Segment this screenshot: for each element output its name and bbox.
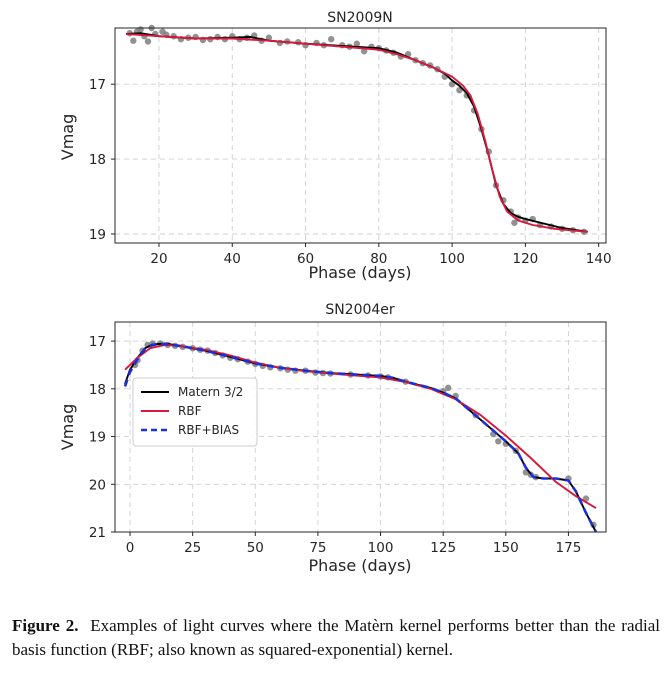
y-tick-label: 17 bbox=[89, 77, 106, 93]
x-tick-labels: 0 25 50 75 100 125 150 175 bbox=[126, 540, 582, 556]
series-line-rbf-bias bbox=[123, 342, 598, 533]
figure-caption: Figure 2. Examples of light curves where… bbox=[12, 614, 660, 662]
data-point bbox=[327, 36, 335, 43]
y-tick-label: 20 bbox=[89, 477, 106, 493]
series-line-matern-3-2 bbox=[125, 32, 588, 233]
gridlines bbox=[111, 28, 606, 247]
y-tick-label: 21 bbox=[89, 525, 106, 541]
y-tick-labels: 17 18 19 20 21 bbox=[89, 334, 106, 541]
panel-sn2009n: SN2009N 20 40 60 80 100 120 140 17 18 19 Phase (… bbox=[58, 10, 612, 282]
y-axis-label: Vmag bbox=[58, 114, 77, 161]
x-tick-label: 120 bbox=[512, 251, 538, 267]
legend: Matern 3/2 RBF RBF+BIAS bbox=[132, 377, 258, 447]
x-tick-label: 60 bbox=[297, 251, 314, 267]
panel-title: SN2004er bbox=[325, 302, 395, 318]
panel-sn2004er: SN2004er 0 25 50 75 100 125 150 175 1718192021 … bbox=[58, 302, 607, 575]
data-point bbox=[444, 384, 452, 392]
x-tick-label: 140 bbox=[586, 251, 612, 267]
y-tick-label: 18 bbox=[89, 382, 106, 398]
x-tick-label: 20 bbox=[150, 251, 167, 267]
caption-label: Figure 2. bbox=[12, 616, 79, 635]
panel-title: SN2009N bbox=[327, 10, 392, 26]
x-tick-label: 175 bbox=[556, 540, 582, 556]
model-curves bbox=[123, 342, 598, 533]
data-points bbox=[126, 24, 588, 235]
x-tick-label: 40 bbox=[224, 251, 241, 267]
data-point bbox=[353, 40, 361, 47]
model-curves bbox=[125, 32, 588, 233]
y-tick-label: 19 bbox=[89, 227, 106, 243]
data-point bbox=[360, 48, 368, 55]
x-tick-label: 125 bbox=[430, 540, 456, 556]
x-tick-label: 25 bbox=[184, 540, 201, 556]
y-tick-label: 19 bbox=[89, 430, 106, 446]
y-axis-label: Vmag bbox=[58, 404, 77, 451]
data-point bbox=[137, 26, 144, 33]
x-tick-label: 150 bbox=[493, 540, 519, 556]
x-tick-label: 80 bbox=[370, 251, 387, 267]
data-point bbox=[495, 438, 502, 445]
data-point bbox=[511, 219, 518, 226]
plot-frame bbox=[114, 321, 607, 533]
x-tick-label: 0 bbox=[126, 540, 135, 556]
y-tick-labels: 17 18 19 bbox=[89, 77, 106, 243]
x-axis-label: Phase (days) bbox=[308, 263, 411, 282]
data-point bbox=[265, 34, 273, 41]
y-tick-label: 18 bbox=[89, 152, 106, 168]
data-point bbox=[144, 38, 152, 45]
legend-label-rbf-bias: RBF+BIAS bbox=[178, 423, 239, 437]
x-tick-label: 100 bbox=[439, 251, 465, 267]
plot-frame bbox=[114, 27, 607, 244]
legend-label-rbf: RBF bbox=[178, 404, 202, 418]
data-point bbox=[130, 37, 137, 44]
x-axis-label: Phase (days) bbox=[308, 556, 411, 575]
x-tick-labels: 20 40 60 80 100 120 140 bbox=[150, 251, 611, 267]
x-tick-label: 50 bbox=[247, 540, 264, 556]
y-tick-label: 17 bbox=[89, 334, 106, 350]
legend-label-matern: Matern 3/2 bbox=[178, 385, 243, 399]
x-tick-label: 100 bbox=[368, 540, 394, 556]
caption-text: Examples of light curves where the Matèr… bbox=[12, 616, 660, 659]
series-line-rbf bbox=[125, 33, 588, 233]
x-tick-label: 75 bbox=[309, 540, 326, 556]
figure: SN2009N 20 40 60 80 100 120 140 17 18 19 Phase (… bbox=[58, 10, 612, 575]
